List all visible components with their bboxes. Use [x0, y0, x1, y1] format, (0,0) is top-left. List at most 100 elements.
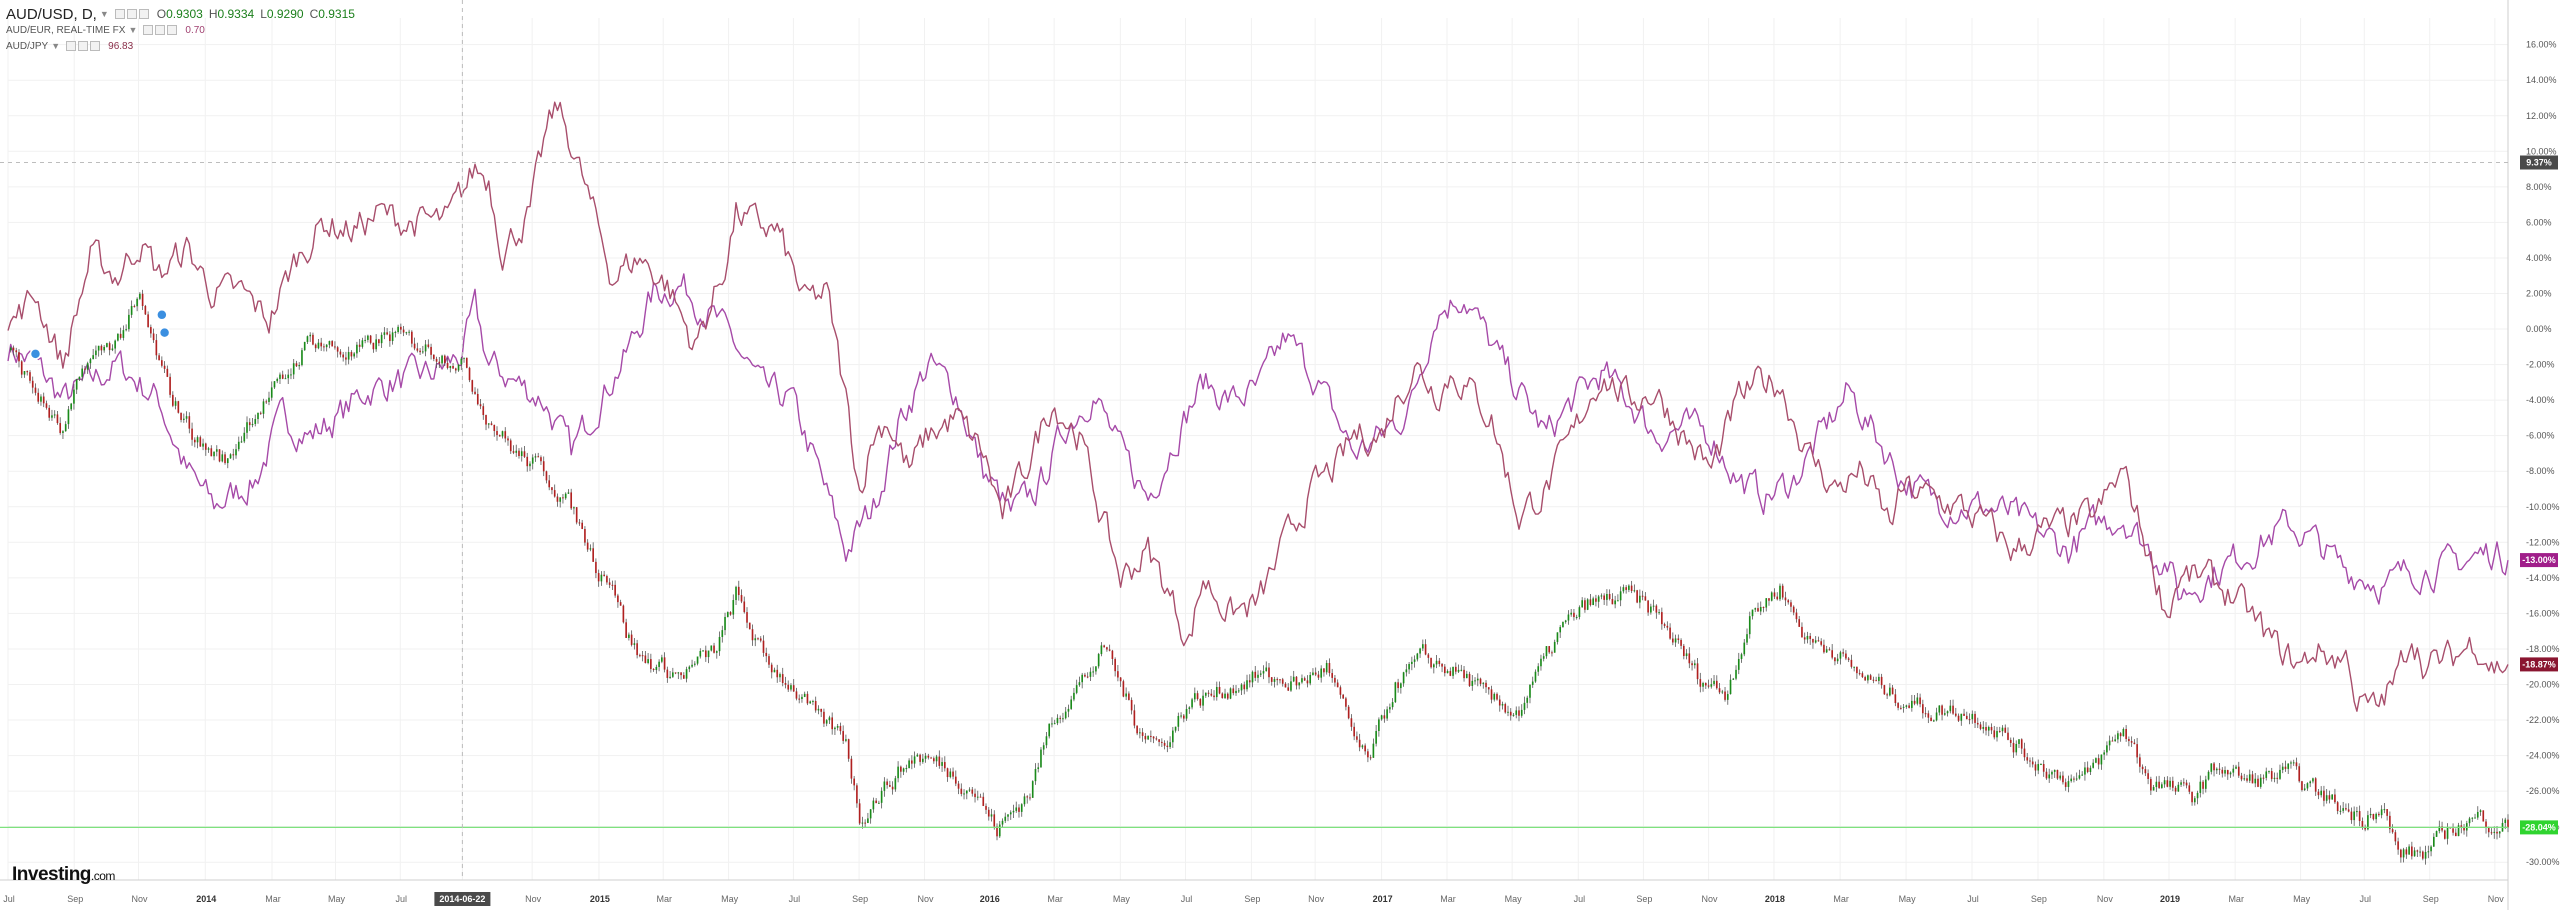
candle	[537, 456, 540, 458]
candle	[2397, 841, 2399, 850]
candle	[1757, 608, 1759, 612]
candle	[1831, 650, 1833, 658]
candle	[1394, 682, 1397, 703]
candle	[2155, 781, 2158, 788]
candle	[2224, 770, 2226, 774]
brand-suffix: .com	[90, 869, 116, 883]
candle	[1858, 673, 1861, 675]
candle	[2100, 754, 2103, 765]
settings-icon[interactable]	[155, 25, 166, 35]
candle	[1103, 645, 1105, 648]
candle	[2020, 739, 2023, 749]
candle	[1356, 736, 1358, 740]
candle	[34, 387, 37, 393]
x-tick-label: May	[2293, 894, 2311, 904]
close-value: 0.9315	[318, 7, 355, 21]
candle	[441, 355, 443, 364]
candle	[1998, 731, 2001, 733]
candle	[836, 725, 839, 728]
main-symbol[interactable]: AUD/USD, D,	[6, 5, 97, 23]
candle	[1715, 680, 1718, 689]
candle	[1823, 644, 1825, 653]
eye-icon[interactable]	[66, 41, 77, 51]
candle	[564, 493, 567, 499]
eye-icon[interactable]	[114, 9, 125, 19]
candle	[680, 672, 682, 676]
candle	[1034, 768, 1037, 782]
candle	[2045, 771, 2048, 779]
eye-icon[interactable]	[143, 25, 154, 35]
candle	[982, 796, 985, 806]
series-controls	[66, 41, 101, 51]
candle	[2273, 777, 2276, 779]
candle	[433, 354, 435, 359]
candle	[281, 374, 284, 379]
candle	[1523, 702, 1526, 710]
candle	[1751, 609, 1754, 617]
candle	[1954, 713, 1957, 716]
candle	[1498, 699, 1501, 706]
candle	[383, 332, 386, 335]
candle	[430, 346, 432, 355]
chevron-down-icon[interactable]: ▼	[99, 9, 109, 19]
candle	[693, 663, 696, 665]
candle	[1765, 598, 1768, 608]
candle	[1606, 593, 1608, 600]
candle	[2125, 729, 2127, 739]
candle	[933, 758, 935, 762]
settings-icon[interactable]	[78, 41, 89, 51]
candle	[652, 668, 655, 671]
candle	[100, 345, 103, 351]
candle	[1696, 663, 1699, 680]
close-icon[interactable]	[138, 9, 149, 19]
candle	[334, 346, 336, 348]
open-value: 0.9303	[166, 7, 203, 21]
candle	[737, 586, 740, 596]
candle	[894, 778, 897, 790]
candle	[597, 573, 600, 582]
close-icon[interactable]	[90, 41, 101, 51]
settings-icon[interactable]	[126, 9, 137, 19]
candle	[853, 778, 855, 786]
candle	[1221, 693, 1224, 699]
aud-jpy-symbol[interactable]: AUD/JPY	[6, 40, 49, 52]
y-tick-label: 16.00%	[2526, 40, 2557, 50]
series-line-aud-eur	[7, 273, 2509, 605]
x-tick-label: 2017	[1373, 894, 1393, 904]
candle	[806, 693, 809, 704]
close-icon[interactable]	[167, 25, 178, 35]
candle	[1603, 595, 1605, 600]
crosshair-value-label: 9.37%	[2526, 157, 2552, 167]
candle	[1284, 683, 1287, 688]
aud-eur-symbol[interactable]: AUD/EUR, REAL-TIME FX	[6, 24, 126, 36]
candle	[724, 616, 726, 631]
candle	[1493, 693, 1496, 700]
candle	[781, 674, 784, 683]
candle	[279, 374, 281, 379]
candle	[1009, 812, 1012, 815]
candle	[265, 401, 268, 403]
candle	[402, 329, 405, 333]
series-controls	[143, 25, 178, 35]
candle	[817, 708, 820, 711]
candle	[301, 350, 303, 366]
x-tick-label: Nov	[131, 894, 148, 904]
candle	[2320, 790, 2323, 796]
candle	[1713, 680, 1715, 685]
candle	[26, 371, 29, 373]
candle	[647, 659, 649, 664]
candle	[1303, 678, 1306, 681]
chevron-down-icon[interactable]: ▼	[128, 25, 138, 35]
candle	[2012, 742, 2015, 753]
candle	[1334, 677, 1336, 683]
x-tick-label: Sep	[67, 894, 83, 904]
candle	[935, 756, 938, 762]
crosshair-value-tag	[2520, 155, 2558, 170]
candle	[97, 345, 100, 351]
candle	[2226, 770, 2229, 775]
candle	[2487, 827, 2490, 833]
chevron-down-icon[interactable]: ▼	[51, 41, 61, 51]
candle	[2018, 739, 2020, 744]
y-value-tag-label: -28.04%	[2522, 822, 2556, 832]
